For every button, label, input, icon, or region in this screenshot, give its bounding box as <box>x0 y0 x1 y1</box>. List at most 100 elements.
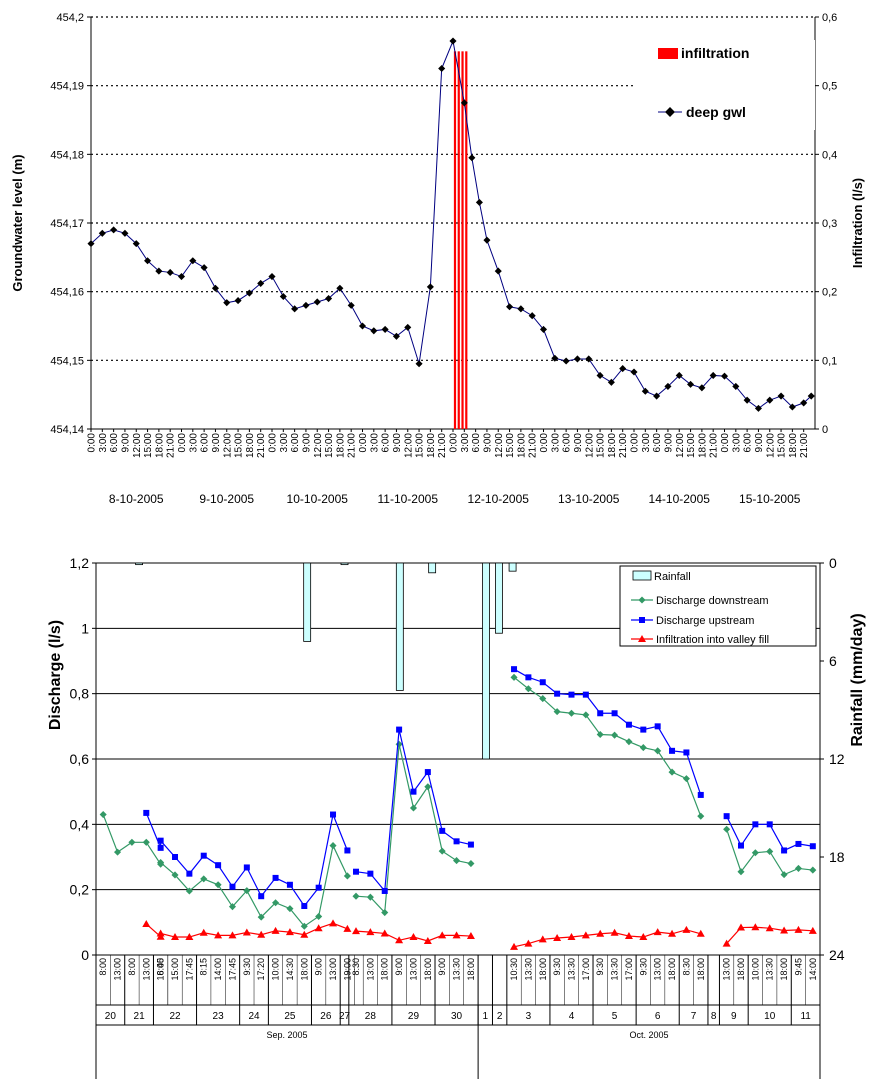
x-time-label: 10:30 <box>509 958 519 981</box>
deep-gwl-series <box>87 37 815 412</box>
bottom-y-axis-title: Discharge (l/s) <box>47 620 64 730</box>
deep-gwl-point <box>347 301 355 309</box>
infiltration-fill-point <box>794 925 803 933</box>
x-time-label: 18:00 <box>696 958 706 981</box>
downstream-point <box>99 810 107 819</box>
infiltration-fill-point <box>142 919 151 927</box>
x-time-label: 9:45 <box>793 958 803 976</box>
top-x-hour-label: 21:00 <box>437 433 448 458</box>
downstream-point <box>185 887 193 895</box>
top-y2-tick-label: 0 <box>822 424 828 436</box>
downstream-point <box>243 887 251 895</box>
top-day-label: 10-10-2005 <box>287 492 349 506</box>
x-time-label: 18:00 <box>779 958 789 981</box>
deep-gwl-point <box>166 268 174 276</box>
deep-gwl-point <box>562 357 570 365</box>
x-time-label: 9:00 <box>437 958 447 976</box>
x-time-label: 10:00 <box>271 958 281 981</box>
deep-gwl-point <box>754 404 762 412</box>
top-x-hour-label: 12:00 <box>403 433 414 458</box>
x-day-label: 28 <box>365 1011 377 1022</box>
top-x-hour-label: 0:00 <box>720 433 731 453</box>
x-day-label: 26 <box>320 1011 332 1022</box>
upstream-point <box>625 721 632 728</box>
downstream-point <box>723 825 731 833</box>
upstream-point <box>315 884 322 891</box>
upstream-point <box>511 666 518 673</box>
downstream-point <box>453 857 461 865</box>
top-x-hour-label: 21:00 <box>256 433 267 458</box>
downstream-point <box>539 695 547 703</box>
downstream-point <box>272 899 280 907</box>
x-day-label: 10 <box>764 1011 776 1022</box>
deep-gwl-point <box>268 273 276 281</box>
deep-gwl-point <box>800 399 808 407</box>
upstream-point <box>330 811 337 818</box>
top-x-hour-label: 3:00 <box>98 433 109 453</box>
infiltration-fill-point <box>538 935 547 943</box>
deep-gwl-point <box>743 396 751 404</box>
upstream-point <box>683 749 690 756</box>
top-y-tick-label: 454,16 <box>50 287 84 299</box>
x-day-label: 22 <box>169 1011 181 1022</box>
rainfall-bar <box>508 562 517 572</box>
top-x-hour-label: 3:00 <box>369 433 380 453</box>
infiltration-fill-point <box>352 927 361 935</box>
infiltration-bars <box>453 51 468 429</box>
infiltration-fill-legend-label: Infiltration into valley fill <box>656 634 769 646</box>
x-day-label: 5 <box>612 1011 618 1022</box>
downstream-point <box>697 812 705 820</box>
x-day-label: 7 <box>691 1011 697 1022</box>
upstream-point <box>286 881 293 888</box>
top-x-hour-label: 12:00 <box>313 433 324 458</box>
upstream-point <box>539 679 546 686</box>
upstream-point <box>229 883 236 890</box>
downstream-point <box>381 908 389 917</box>
downstream-point <box>300 922 308 930</box>
downstream-line <box>513 676 702 817</box>
downstream-point <box>737 868 745 876</box>
infiltration-bar <box>453 51 457 429</box>
deep-gwl-point <box>573 355 581 363</box>
x-time-label: 13:30 <box>566 958 576 981</box>
top-x-hour-label: 3:00 <box>460 433 471 453</box>
downstream-point <box>639 744 647 752</box>
upstream-legend-label: Discharge upstream <box>656 615 754 627</box>
bottom-y-tick-label: 1 <box>81 620 89 636</box>
top-x-hour-label: 0:00 <box>630 433 641 453</box>
infiltration-fill-point <box>639 933 648 941</box>
top-x-hour-label: 0:00 <box>268 433 279 453</box>
downstream-point <box>567 709 576 717</box>
x-day-label: 24 <box>248 1011 260 1022</box>
upstream-point <box>737 842 744 849</box>
rainfall-bar <box>303 562 312 642</box>
top-x-hour-label: 9:00 <box>754 433 765 453</box>
top-x-hour-label: 9:00 <box>663 433 674 453</box>
top-x-hour-label: 0:00 <box>539 433 550 453</box>
deep-gwl-legend-label: deep gwl <box>686 104 746 120</box>
top-x-hour-label: 6:00 <box>562 433 573 453</box>
downstream-point <box>171 871 179 879</box>
top-x-hour-label: 15:00 <box>777 433 788 458</box>
deep-gwl-point <box>698 384 706 392</box>
top-x-hour-label: 18:00 <box>516 433 527 458</box>
x-time-label: 13:30 <box>610 958 620 981</box>
bottom-legend-box <box>619 565 817 647</box>
x-month-label: Sep. 2005 <box>267 1030 308 1040</box>
top-x-hour-label: 6:00 <box>652 433 663 453</box>
deep-gwl-point <box>155 267 163 275</box>
infiltration-bar <box>457 51 460 429</box>
rainfall-bar <box>395 562 404 691</box>
infiltration-fill-point <box>581 931 590 939</box>
deep-gwl-point <box>494 267 502 275</box>
x-day-label: 6 <box>655 1011 661 1022</box>
upstream-point <box>439 827 446 834</box>
x-day-label: 29 <box>408 1011 420 1022</box>
downstream-point <box>596 730 604 739</box>
x-time-label: 8:30 <box>681 958 691 976</box>
discharge-series <box>99 666 817 950</box>
deep-gwl-point <box>325 294 333 303</box>
top-x-hour-label: 12:00 <box>132 433 143 458</box>
top-x-hour-label: 18:00 <box>607 433 618 458</box>
